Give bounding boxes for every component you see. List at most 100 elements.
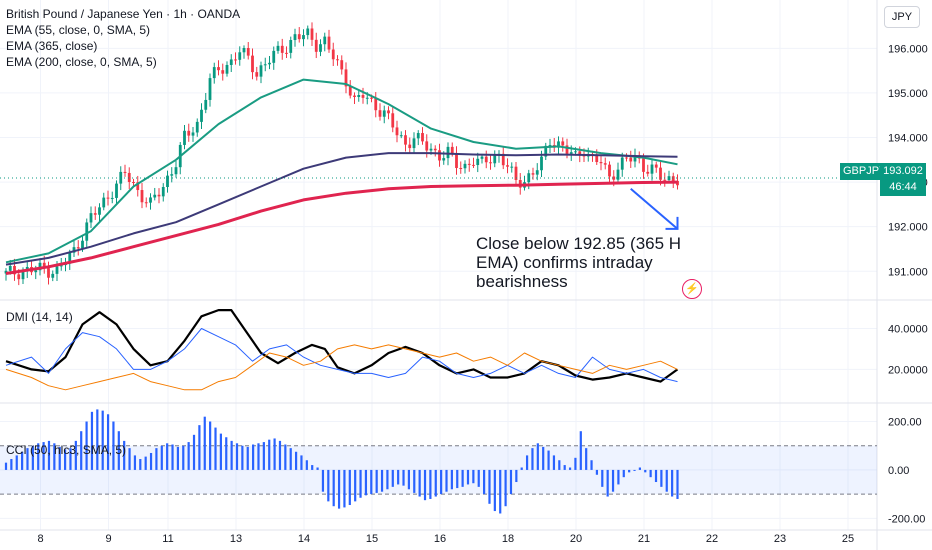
ema200-legend[interactable]: EMA (200, close, 0, SMA, 5): [6, 55, 157, 69]
x-tick-label: 9: [105, 533, 111, 545]
candle-body: [514, 166, 518, 181]
candle-body: [259, 65, 263, 77]
cci-bar: [671, 469, 674, 497]
ema55-legend[interactable]: EMA (55, close, 0, SMA, 5): [6, 23, 151, 37]
ema-line: [5, 78, 678, 264]
bar-countdown: 46:44: [889, 181, 917, 193]
cci-bar: [617, 469, 620, 485]
candle-body: [654, 164, 658, 168]
cci-bar: [568, 467, 572, 470]
cci-bar: [332, 469, 335, 507]
candle-body: [578, 151, 582, 156]
dmi-lines: [5, 309, 679, 391]
candle-body: [387, 110, 390, 114]
candle-body: [293, 34, 297, 41]
cci-bar: [413, 469, 416, 493]
cci-bar: [198, 425, 201, 470]
cci-bar: [628, 469, 631, 473]
candle-body: [21, 271, 25, 280]
candle-body: [157, 194, 161, 197]
cci-bar: [466, 469, 470, 485]
candle-body: [187, 130, 191, 136]
x-tick-label: 13: [230, 533, 242, 545]
candle-body: [51, 273, 55, 278]
candle-body: [472, 164, 475, 166]
candle-body: [480, 156, 484, 159]
ema-line: [5, 180, 678, 275]
symbol-tag: GBPJPY: [840, 163, 890, 180]
candle-body: [459, 168, 463, 170]
cci-bar: [63, 449, 67, 470]
candle-body: [642, 158, 645, 172]
cci-bar: [590, 460, 593, 470]
candle-body: [510, 166, 514, 168]
cci-bar: [563, 465, 566, 470]
candles: [4, 22, 679, 286]
cci-bar: [595, 469, 599, 475]
flash-icon[interactable]: ⚡: [682, 279, 702, 299]
cci-bar: [402, 469, 405, 486]
candle-body: [297, 34, 301, 40]
cci-bar: [187, 442, 190, 470]
y-axis-ticks: 191.000192.000193.000194.000195.000196.0…: [888, 43, 928, 525]
cci-bar: [305, 460, 308, 470]
candle-body: [565, 145, 569, 154]
candle-body: [599, 162, 603, 164]
candle-body: [127, 172, 131, 183]
candle-body: [170, 174, 174, 176]
cci-bar: [649, 469, 652, 478]
candle-body: [200, 109, 203, 122]
candle-body: [8, 265, 12, 271]
dmi-legend[interactable]: DMI (14, 14): [6, 310, 73, 324]
cci-bar: [380, 469, 384, 492]
cci-bar: [171, 444, 174, 470]
candle-body: [38, 262, 42, 271]
cci-bar: [348, 469, 351, 506]
cci-bar: [182, 445, 185, 470]
candle-body: [323, 36, 327, 45]
cci-bar: [477, 469, 480, 487]
candle-body: [361, 95, 365, 98]
candle-body: [357, 95, 361, 97]
candle-body: [319, 44, 322, 52]
cci-legend[interactable]: CCI (50, hlc3, SMA, 5): [6, 443, 127, 457]
candle-body: [370, 97, 373, 99]
cci-bar: [343, 469, 346, 508]
x-tick-label: 14: [298, 533, 310, 545]
cci-bar: [155, 448, 158, 470]
annotation-text: Close below 192.85 (365 H EMA) confirms …: [476, 234, 682, 291]
candle-body: [225, 64, 229, 74]
cci-bar: [676, 469, 679, 499]
cci-bar: [85, 421, 88, 470]
candle-body: [132, 182, 135, 184]
candle-body: [493, 155, 497, 164]
ema365-legend[interactable]: EMA (365, close): [6, 39, 98, 53]
candle-body: [608, 164, 611, 177]
candle-body: [255, 72, 259, 77]
candle-body: [574, 151, 577, 153]
cci-bar: [284, 444, 287, 470]
cci-bar: [214, 427, 217, 470]
cci-bar: [268, 439, 271, 470]
cci-bar: [585, 448, 588, 470]
cci-bar: [58, 446, 61, 470]
candle-body: [106, 197, 110, 199]
candle-body: [336, 59, 339, 61]
candle-body: [246, 48, 250, 56]
cci-bar: [321, 469, 325, 492]
dmi-line: [5, 344, 678, 391]
candle-body: [72, 247, 76, 253]
candle-body: [208, 78, 212, 100]
cci-bar: [660, 469, 663, 487]
candle-body: [221, 70, 225, 74]
candle-body: [348, 86, 352, 96]
candle-body: [446, 146, 450, 159]
candle-body: [408, 144, 412, 149]
cci-bar: [525, 455, 529, 470]
currency-unit-button[interactable]: JPY: [884, 6, 920, 28]
price-tick-label: 196.000: [888, 43, 928, 55]
cci-bar: [112, 421, 115, 470]
cci-bar: [128, 448, 131, 470]
cci-band-fill: [0, 445, 877, 495]
